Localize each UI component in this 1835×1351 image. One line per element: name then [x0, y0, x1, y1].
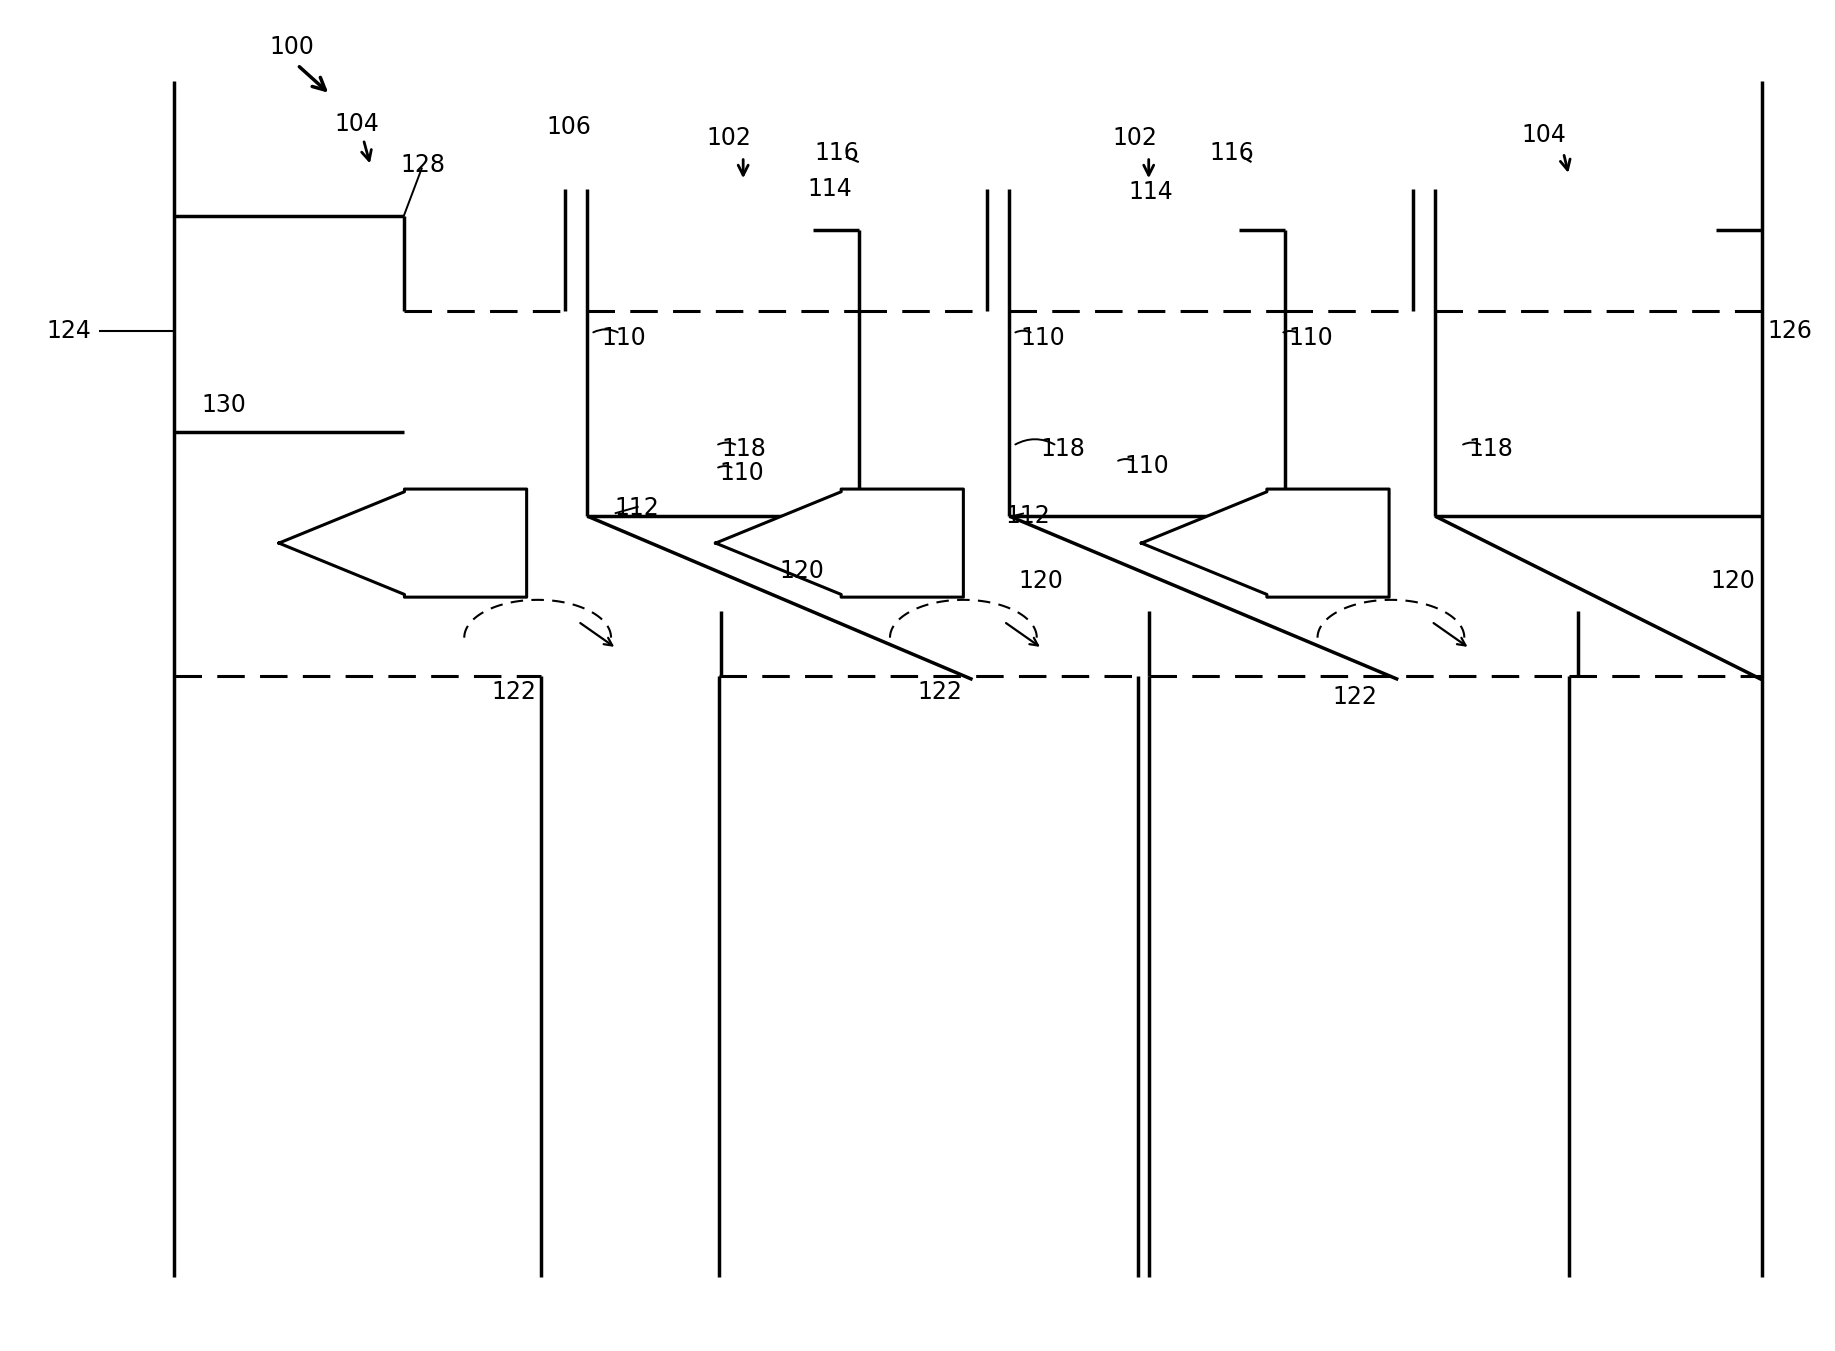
Polygon shape [279, 489, 527, 597]
Text: 110: 110 [1020, 326, 1064, 350]
Text: 122: 122 [918, 680, 962, 704]
Text: 128: 128 [400, 153, 446, 177]
Text: 116: 116 [1209, 141, 1253, 165]
Text: 124: 124 [48, 319, 92, 343]
Text: 130: 130 [202, 393, 246, 417]
Text: 110: 110 [602, 326, 646, 350]
Text: 104: 104 [1521, 123, 1565, 147]
Text: 112: 112 [1006, 504, 1050, 528]
Text: 118: 118 [1468, 436, 1512, 461]
Text: 118: 118 [721, 436, 765, 461]
Text: 122: 122 [492, 680, 536, 704]
Text: 110: 110 [719, 461, 763, 485]
Text: 120: 120 [780, 559, 824, 584]
Text: 116: 116 [815, 141, 859, 165]
Text: 120: 120 [1710, 569, 1754, 593]
Text: 120: 120 [1018, 569, 1062, 593]
Text: 104: 104 [334, 112, 378, 136]
Text: 102: 102 [706, 126, 751, 150]
Text: 112: 112 [615, 496, 659, 520]
Polygon shape [1141, 489, 1389, 597]
Text: 126: 126 [1767, 319, 1811, 343]
Text: 114: 114 [1129, 180, 1173, 204]
Text: 122: 122 [1332, 685, 1376, 709]
Text: 110: 110 [1288, 326, 1332, 350]
Polygon shape [716, 489, 963, 597]
Text: 102: 102 [1112, 126, 1156, 150]
Text: 110: 110 [1125, 454, 1169, 478]
Text: 118: 118 [1040, 436, 1084, 461]
Text: 114: 114 [807, 177, 851, 201]
Text: 106: 106 [547, 115, 591, 139]
Text: 100: 100 [270, 35, 314, 59]
